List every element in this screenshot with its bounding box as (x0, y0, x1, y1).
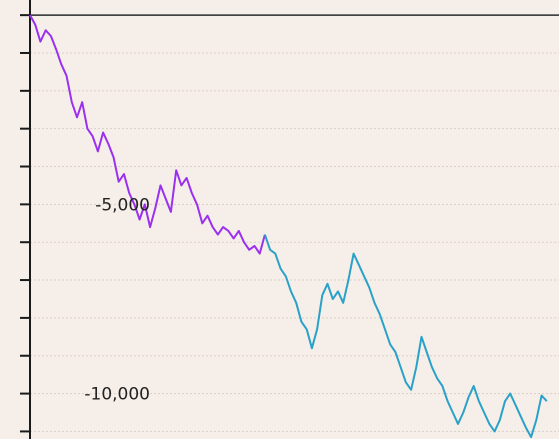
series-group (29, 14, 548, 439)
series-line-1 (29, 14, 266, 255)
y-axis-tick-labels: -5,000 -10,000 (84, 195, 150, 404)
y-axis-ticks (20, 14, 30, 433)
y-tick-label: -10,000 (84, 385, 150, 405)
grid-lines (30, 14, 559, 432)
y-tick-label: -5,000 (95, 195, 150, 215)
series-line-2 (263, 234, 548, 439)
